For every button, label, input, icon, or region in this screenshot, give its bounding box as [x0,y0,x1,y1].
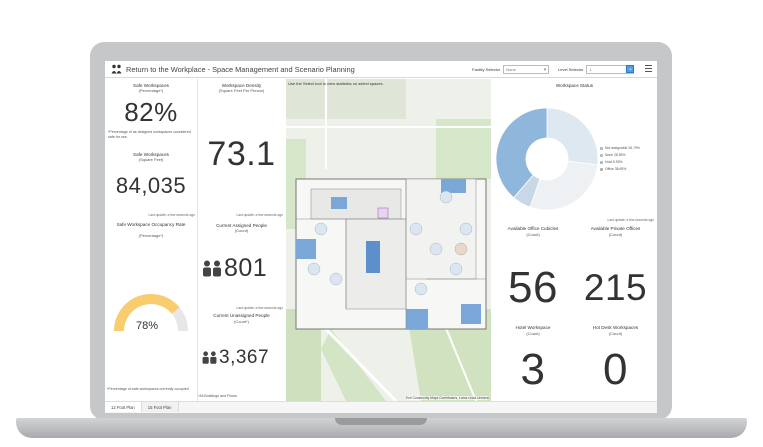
last-update-text: Last update: a few seconds ago [607,218,654,222]
status-legend: Not assignable 26.79% None 28.59% Hold 5.9… [600,146,656,174]
map-canvas[interactable] [286,79,491,401]
map-instruction: Use the Select tool to view statistics o… [288,81,384,86]
legend-label: None 28.59% [605,153,626,157]
legend-label: Hold 5.93% [605,160,623,164]
floor-plan-map[interactable]: Use the Select tool to view statistics o… [286,79,491,401]
safe-sqft-value: 84,035 [115,173,187,198]
level-select[interactable]: 1 ⌄ [586,65,635,74]
density-value: 73.1 [207,135,276,173]
donut-slice[interactable] [495,107,548,199]
gauge-fill [114,294,180,332]
legend-item: Hold 5.93% [600,160,656,164]
unassigned-sub: (Count*) [234,319,249,324]
occupancy-value: 78% [136,320,159,332]
people-logo-icon [110,63,122,75]
people-icon [201,260,223,283]
dashboard-screen: Return to the Workplace - Space Manageme… [105,61,657,413]
hotdesk-title: Hot Desk Workspaces [592,325,639,330]
tab-15-foot-plan[interactable]: 15 Foot Plan [141,402,179,412]
occupancy-title: Safe Workspace Occupancy Rate [116,222,186,227]
hotel-title: Hotel Workspace [515,325,551,330]
donut-slice[interactable] [546,107,599,166]
laptop-notch [335,418,427,425]
density-title: Workspace Density [221,83,262,88]
right-column: Workspace Status Not assignable 26.79% No… [492,79,657,401]
app-title: Return to the Workplace - Space Manageme… [126,64,355,74]
chevron-down-icon[interactable]: ⌄ [626,65,635,73]
safe-pct-value: 82% [124,97,178,127]
assigned-value: 801 [224,254,268,282]
office-cubicles-sub: (Count) [526,232,540,237]
donut-slice[interactable] [529,160,599,211]
hotel-sub: (Count) [526,331,540,336]
middle-column: Workspace Density (Square Feet Per Perso… [198,79,285,401]
app-header: Return to the Workplace - Space Manageme… [105,61,657,78]
safe-pct-note: *Percentage of as designed workspaces co… [108,130,191,139]
density-sub: (Square Feet Per Person) [218,88,265,93]
footer-note: *All Buildings and Floors [198,394,237,398]
private-offices-title: Available Private Offices [590,226,641,231]
facility-selector-label: Facility Selector [472,67,501,72]
people-icon [201,351,218,370]
safe-sqft-title: Safe Workspaces [133,152,169,157]
unassigned-value: 3,367 [219,347,270,368]
legend-swatch [600,167,603,171]
last-update-text: Last update: a few seconds ago [148,213,195,217]
legend-item: Not assignable 26.79% [600,146,656,150]
tab-12-foot-plan[interactable]: 12 Foot Plan [105,402,142,412]
safe-pct-sub: (Percentage*) [138,88,164,93]
map-attribution: Esri Community Maps Contributors, Loma L… [405,396,489,400]
left-column: Safe Workspaces (Percentage*) 82% *Perce… [105,79,197,401]
hotdesk-sub: (Count) [608,331,623,336]
hotel-value: 3 [520,345,546,394]
occupancy-gauge [114,294,188,332]
safe-sqft-sub: (Square Feet) [138,157,164,162]
legend-item: None 28.59% [600,153,656,157]
legend-swatch [600,160,603,164]
status-title: Workspace Status [555,83,594,88]
unassigned-title: Current Unassigned People [213,313,270,318]
chevron-down-icon: ▾ [543,67,547,73]
private-offices-value: 215 [583,267,648,308]
facility-selector: Facility Selector None ▾ [472,65,550,74]
legend-swatch [600,153,603,157]
office-cubicles-value: 56 [508,263,558,312]
occupancy-note: *Percentage of safe workspaces currently… [107,387,189,391]
safe-pct-title: Safe Workspaces [133,83,169,88]
hotdesk-value: 0 [603,345,628,394]
legend-item: Office 38.69% [600,167,656,171]
last-update-text: Last update: a few seconds ago [236,306,283,310]
divider [197,79,198,401]
private-offices-sub: (Count) [608,232,623,237]
level-selector: Level Selector 1 ⌄ [558,65,635,74]
laptop-base [16,418,747,438]
legend-label: Office 38.69% [605,167,627,171]
level-selector-label: Level Selector [558,67,584,72]
assigned-sub: (Count) [234,228,249,233]
assigned-title: Current Assigned People [216,223,267,228]
menu-icon[interactable] [645,65,652,74]
level-select-value: 1 [589,67,592,72]
office-cubicles-title: Available Office Cubicles [507,226,559,231]
last-update-text: Last update: a few seconds ago [236,213,283,217]
status-donut-chart[interactable] [494,106,600,212]
tab-bar: 12 Foot Plan 15 Foot Plan [105,401,657,413]
legend-swatch [600,146,603,150]
facility-select[interactable]: None ▾ [503,65,550,74]
occupancy-sub: (Percentage*) [138,233,164,238]
legend-label: Not assignable 26.79% [605,146,640,150]
facility-select-value: None [506,67,516,72]
